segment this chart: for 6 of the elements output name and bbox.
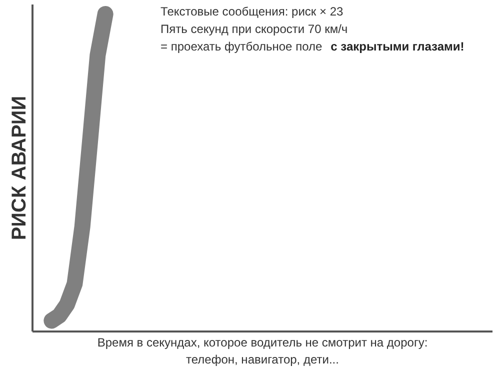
annotation: с закрытыми глазами! [330, 39, 464, 54]
annotation: = проехать футбольное поле [160, 39, 322, 54]
annotation: Пять секунд при скорости 70 км/ч [160, 22, 348, 36]
x-axis-title: Время в секундах, которое водитель не смотрит на дорогу: телефон, навигатор, дети... [97, 336, 428, 366]
annotation: Текстовые сообщения: риск × 23 [160, 4, 344, 18]
y-axis-title: РИСК АВАРИИ [8, 96, 30, 240]
